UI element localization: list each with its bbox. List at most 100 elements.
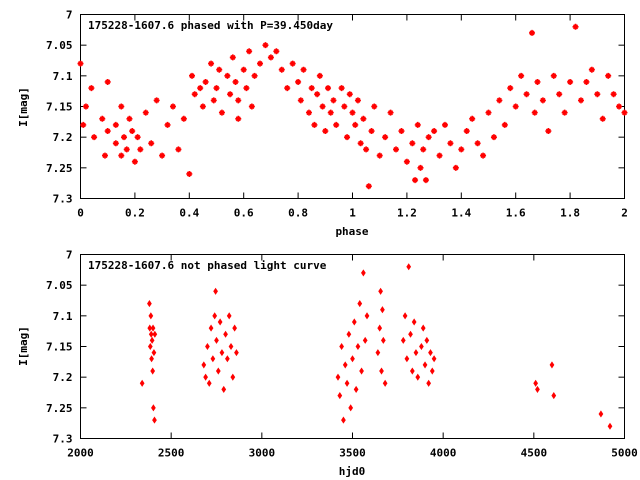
unphased-data-point — [426, 379, 432, 387]
phased-data-point — [314, 91, 321, 98]
phased-data-point — [243, 85, 250, 92]
phased-data-point — [164, 121, 171, 128]
phased-data-point — [594, 91, 601, 98]
unphased-data-point — [411, 318, 417, 326]
unphased-data-point — [214, 336, 219, 344]
unphased-chart: 7 7.05 7.1 7.15 7.2 7.25 7.3 2000 2500 3000 3500 4… — [17, 249, 638, 479]
phased-data-point — [180, 115, 187, 122]
phased-data-point — [227, 91, 234, 98]
phased-data-point — [142, 109, 149, 116]
unphased-data-point — [205, 342, 210, 351]
unphased-x-tick-label: 5000 — [611, 447, 638, 460]
phased-data-point — [91, 134, 98, 141]
unphased-data-point — [147, 342, 153, 351]
phased-data-point — [441, 121, 448, 128]
phased-data-point — [458, 146, 465, 153]
phased-data-point — [333, 121, 340, 128]
phased-data-point — [346, 91, 353, 98]
unphased-x-tick-label: 4000 — [430, 447, 457, 460]
unphased-plot-frame — [80, 254, 625, 439]
phased-data-point — [534, 78, 541, 85]
unphased-data-point — [406, 263, 412, 271]
unphased-data-point — [428, 349, 433, 357]
phased-data-point — [186, 170, 193, 177]
phased-y-tick-label: 7 — [66, 9, 73, 22]
unphased-data-point — [212, 312, 218, 320]
unphased-x-axis-label: hjd0 — [339, 465, 366, 478]
phased-data-point — [257, 60, 264, 67]
unphased-data-point — [362, 336, 368, 344]
phased-data-point — [191, 91, 198, 98]
unphased-data-point — [151, 349, 157, 357]
unphased-data-point — [400, 336, 406, 344]
phased-x-axis-label: phase — [335, 225, 368, 238]
phased-plot-frame — [80, 14, 625, 199]
phased-data-point — [382, 134, 389, 141]
phased-data-point — [403, 158, 410, 165]
phased-data-points — [77, 23, 628, 190]
unphased-data-point — [147, 300, 152, 308]
phased-x-tick-label: 0.6 — [234, 207, 254, 220]
phased-data-point — [344, 134, 351, 141]
phased-x-tick-label: 1.4 — [451, 207, 471, 220]
phased-data-point — [365, 183, 372, 190]
phased-data-point — [295, 78, 302, 85]
phased-data-point — [251, 72, 258, 79]
unphased-data-point — [419, 342, 424, 351]
phased-x-tick-label: 2 — [621, 207, 628, 220]
phased-x-tick-label: 1 — [349, 207, 356, 220]
phased-data-point — [300, 66, 307, 73]
unphased-x-tick-label: 4500 — [521, 447, 548, 460]
phased-data-point — [319, 103, 326, 110]
phased-data-point — [169, 103, 176, 110]
phased-data-point — [104, 128, 111, 135]
unphased-data-point — [213, 287, 218, 295]
unphased-data-point — [232, 324, 237, 332]
unphased-data-point — [357, 300, 363, 308]
unphased-data-point — [346, 330, 352, 338]
phased-data-point — [452, 164, 459, 171]
phased-chart: 7 7.05 7.1 7.15 7.2 7.25 7.3 0 0.2 0.4 0.6 0.8 1 1.2… — [17, 9, 628, 239]
unphased-data-point — [424, 336, 430, 344]
phased-y-tick-label: 7.25 — [46, 162, 73, 175]
phased-data-point — [531, 109, 538, 116]
unphased-data-point — [149, 336, 155, 344]
unphased-data-points — [139, 263, 613, 430]
unphased-data-point — [341, 416, 346, 424]
unphased-data-point — [551, 392, 557, 400]
unphased-data-point — [342, 361, 348, 369]
unphased-data-point — [217, 318, 223, 326]
phased-data-point — [325, 85, 332, 92]
phased-y-axis: 7 7.05 7.1 7.15 7.2 7.25 7.3 — [46, 9, 625, 206]
unphased-data-point — [148, 330, 154, 338]
phased-data-point — [316, 72, 323, 79]
phased-data-point — [352, 121, 359, 128]
phased-data-point — [330, 97, 337, 104]
phased-data-point — [512, 103, 519, 110]
phased-data-point — [425, 134, 432, 141]
phased-y-axis-label: I[mag] — [17, 87, 30, 127]
unphased-data-point — [377, 324, 383, 332]
phased-data-point — [104, 78, 111, 85]
phased-data-point — [134, 134, 141, 141]
unphased-data-point — [226, 312, 232, 320]
phased-data-point — [501, 121, 508, 128]
phased-data-point — [349, 109, 356, 116]
unphased-data-point — [420, 324, 426, 332]
phased-data-point — [235, 97, 242, 104]
unphased-data-point — [152, 330, 158, 338]
unphased-data-point — [415, 373, 421, 381]
unphased-data-point — [380, 306, 385, 314]
phased-x-tick-label: 0 — [77, 207, 84, 220]
phased-data-point — [599, 115, 606, 122]
unphased-data-point — [201, 361, 207, 369]
unphased-data-point — [549, 361, 555, 369]
unphased-data-point — [228, 342, 234, 351]
phased-y-tick-label: 7.15 — [46, 101, 73, 114]
phased-data-point — [341, 103, 348, 110]
phased-data-point — [297, 97, 304, 104]
phased-data-point — [490, 134, 497, 141]
phased-data-point — [118, 152, 125, 159]
unphased-x-axis: 2000 2500 3000 3500 4000 4500 5000 — [67, 254, 638, 460]
